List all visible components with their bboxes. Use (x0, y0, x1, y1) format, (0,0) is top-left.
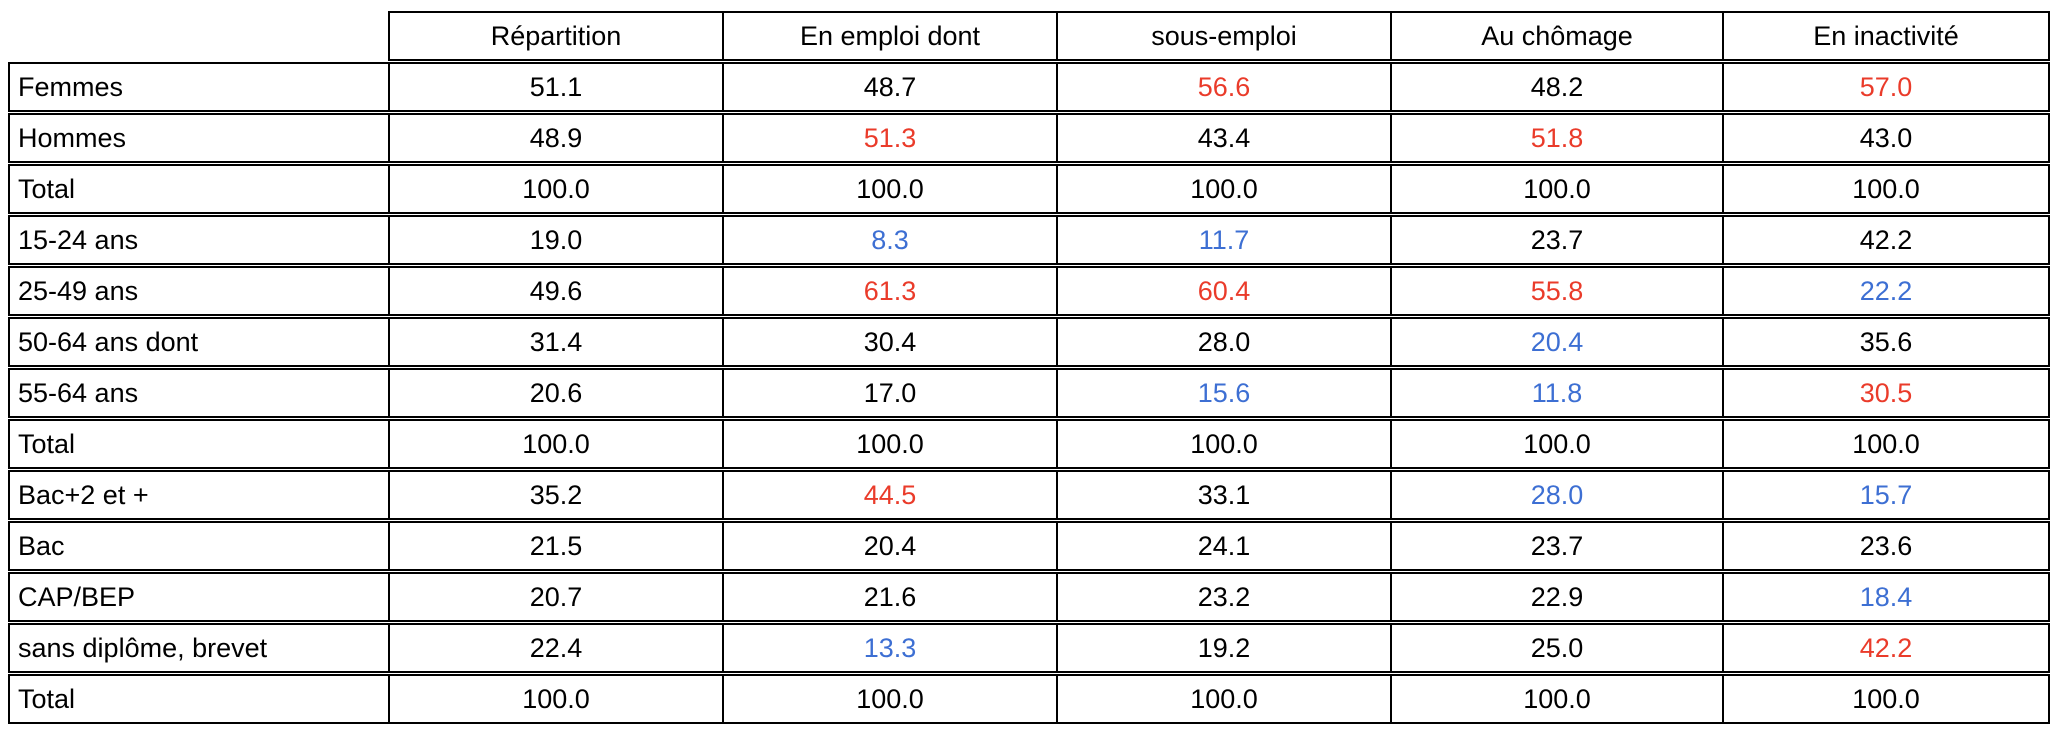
table-cell: 21.5 (388, 521, 722, 571)
table-cell: 23.6 (1722, 521, 2050, 571)
table-cell: 44.5 (722, 470, 1056, 520)
table-cell: 23.7 (1390, 521, 1722, 571)
table-cell: 100.0 (1056, 164, 1390, 214)
table-cell: 30.5 (1722, 368, 2050, 418)
table-cell: 20.7 (388, 572, 722, 622)
table-row: Femmes 51.1 48.7 56.6 48.2 57.0 (8, 62, 2050, 112)
table-cell: 33.1 (1056, 470, 1390, 520)
table-cell: 18.4 (1722, 572, 2050, 622)
row-label: CAP/BEP (8, 572, 388, 622)
row-label: Bac (8, 521, 388, 571)
table-cell: 19.2 (1056, 623, 1390, 673)
row-label: Total (8, 674, 388, 724)
table-cell: 42.2 (1722, 215, 2050, 265)
table-cell: 100.0 (722, 164, 1056, 214)
row-label: Femmes (8, 62, 388, 112)
table-cell: 100.0 (388, 674, 722, 724)
blank-corner-cell (8, 11, 388, 61)
table-cell: 51.1 (388, 62, 722, 112)
table-cell: 100.0 (1390, 674, 1722, 724)
table-cell: 56.6 (1056, 62, 1390, 112)
table-row: Total 100.0 100.0 100.0 100.0 100.0 (8, 674, 2050, 724)
row-label: Total (8, 419, 388, 469)
table-row: Bac 21.5 20.4 24.1 23.7 23.6 (8, 521, 2050, 571)
table-cell: 22.4 (388, 623, 722, 673)
table-row: Hommes 48.9 51.3 43.4 51.8 43.0 (8, 113, 2050, 163)
row-label: 50-64 ans dont (8, 317, 388, 367)
table-cell: 31.4 (388, 317, 722, 367)
row-label: sans diplôme, brevet (8, 623, 388, 673)
row-label: 25-49 ans (8, 266, 388, 316)
table-row: sans diplôme, brevet 22.4 13.3 19.2 25.0 42.2 (8, 623, 2050, 673)
table-cell: 28.0 (1056, 317, 1390, 367)
table-cell: 100.0 (722, 674, 1056, 724)
table-cell: 51.8 (1390, 113, 1722, 163)
row-label: 15-24 ans (8, 215, 388, 265)
table-cell: 43.0 (1722, 113, 2050, 163)
table-row: 15-24 ans 19.0 8.3 11.7 23.7 42.2 (8, 215, 2050, 265)
table-cell: 100.0 (388, 164, 722, 214)
table-cell: 48.7 (722, 62, 1056, 112)
table-cell: 100.0 (1722, 674, 2050, 724)
table-cell: 11.7 (1056, 215, 1390, 265)
table-cell: 28.0 (1390, 470, 1722, 520)
table-cell: 13.3 (722, 623, 1056, 673)
table-cell: 23.7 (1390, 215, 1722, 265)
statistics-table: Répartition En emploi dont sous-emploi Au c… (8, 10, 2050, 725)
row-label: Total (8, 164, 388, 214)
table-cell: 100.0 (1390, 419, 1722, 469)
table-cell: 61.3 (722, 266, 1056, 316)
table-cell: 55.8 (1390, 266, 1722, 316)
table-cell: 15.6 (1056, 368, 1390, 418)
table-cell: 25.0 (1390, 623, 1722, 673)
table-cell: 51.3 (722, 113, 1056, 163)
table-cell: 57.0 (1722, 62, 2050, 112)
table-row: CAP/BEP 20.7 21.6 23.2 22.9 18.4 (8, 572, 2050, 622)
table-row: Total 100.0 100.0 100.0 100.0 100.0 (8, 164, 2050, 214)
table-cell: 35.6 (1722, 317, 2050, 367)
table-cell: 43.4 (1056, 113, 1390, 163)
table-cell: 19.0 (388, 215, 722, 265)
row-label: Bac+2 et + (8, 470, 388, 520)
column-header: En inactivité (1722, 11, 2050, 61)
row-label: 55-64 ans (8, 368, 388, 418)
table-cell: 48.2 (1390, 62, 1722, 112)
table-row: 55-64 ans 20.6 17.0 15.6 11.8 30.5 (8, 368, 2050, 418)
table-cell: 48.9 (388, 113, 722, 163)
column-header: Répartition (388, 11, 722, 61)
header-row: Répartition En emploi dont sous-emploi Au c… (8, 11, 2050, 61)
table-row: 25-49 ans 49.6 61.3 60.4 55.8 22.2 (8, 266, 2050, 316)
table-row: Total 100.0 100.0 100.0 100.0 100.0 (8, 419, 2050, 469)
table-cell: 20.4 (1390, 317, 1722, 367)
table-cell: 8.3 (722, 215, 1056, 265)
table-cell: 49.6 (388, 266, 722, 316)
table-cell: 23.2 (1056, 572, 1390, 622)
table-cell: 24.1 (1056, 521, 1390, 571)
table-cell: 22.2 (1722, 266, 2050, 316)
table-row: 50-64 ans dont 31.4 30.4 28.0 20.4 35.6 (8, 317, 2050, 367)
table-cell: 100.0 (1722, 419, 2050, 469)
table-cell: 60.4 (1056, 266, 1390, 316)
column-header: Au chômage (1390, 11, 1722, 61)
table-cell: 17.0 (722, 368, 1056, 418)
table-cell: 100.0 (1390, 164, 1722, 214)
table-cell: 100.0 (722, 419, 1056, 469)
table-cell: 35.2 (388, 470, 722, 520)
table-cell: 15.7 (1722, 470, 2050, 520)
row-label: Hommes (8, 113, 388, 163)
table-cell: 21.6 (722, 572, 1056, 622)
table-cell: 11.8 (1390, 368, 1722, 418)
table-cell: 20.4 (722, 521, 1056, 571)
column-header: sous-emploi (1056, 11, 1390, 61)
table-cell: 100.0 (1056, 419, 1390, 469)
table-cell: 100.0 (1056, 674, 1390, 724)
table-cell: 20.6 (388, 368, 722, 418)
table-cell: 100.0 (1722, 164, 2050, 214)
table-cell: 22.9 (1390, 572, 1722, 622)
table-cell: 42.2 (1722, 623, 2050, 673)
table-cell: 30.4 (722, 317, 1056, 367)
table-row: Bac+2 et +35.2 44.5 33.1 28.0 15.7 (8, 470, 2050, 520)
table-cell: 100.0 (388, 419, 722, 469)
column-header: En emploi dont (722, 11, 1056, 61)
